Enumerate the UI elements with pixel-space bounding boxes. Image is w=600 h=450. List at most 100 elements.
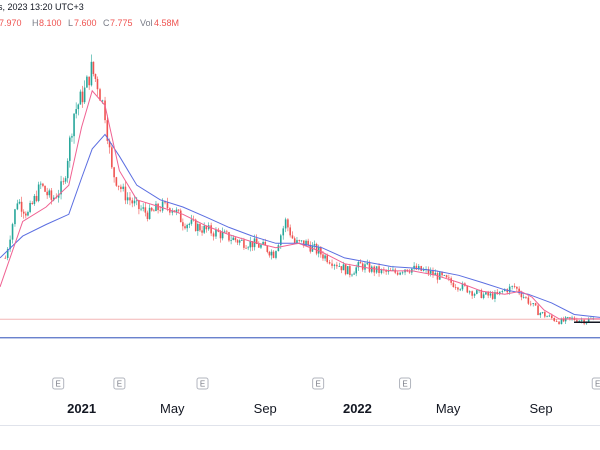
candle-body [243, 240, 245, 248]
earnings-badge[interactable] [399, 377, 412, 390]
candle-body [396, 272, 399, 275]
candle-body [270, 251, 273, 256]
candle-body [471, 291, 473, 296]
candle-body [569, 317, 571, 319]
candle-body [438, 272, 441, 280]
candle-body [255, 238, 258, 244]
candle-body [188, 223, 191, 225]
candle-body [578, 320, 581, 323]
candle-body [328, 262, 331, 264]
candle-body [452, 282, 455, 288]
earnings-marker[interactable]: E [312, 377, 325, 390]
candle-body [293, 238, 296, 244]
candle-body [164, 201, 166, 203]
candle-body [489, 293, 492, 296]
candle-body [336, 264, 338, 267]
candle-body [117, 185, 120, 187]
candle-body [126, 197, 129, 201]
candle-body [124, 186, 127, 201]
candle-body [81, 91, 84, 103]
candle-body [476, 290, 478, 294]
earnings-badge[interactable] [591, 377, 600, 390]
candle-body [320, 247, 322, 255]
earnings-label: E [315, 380, 320, 389]
candle-body [529, 303, 532, 305]
candle-body [129, 197, 131, 201]
earnings-badge[interactable] [312, 377, 325, 390]
candle-body [571, 317, 573, 319]
legend-volume-label: Vol [140, 18, 153, 28]
earnings-label: E [56, 380, 61, 389]
candle-body [203, 225, 205, 233]
earnings-badge[interactable] [113, 377, 126, 390]
candle-body [215, 229, 217, 237]
earnings-marker[interactable]: E [52, 377, 65, 390]
candle-body [199, 224, 201, 231]
candle-body [305, 240, 307, 246]
earnings-marker[interactable]: E [113, 377, 126, 390]
candle-body [122, 186, 124, 190]
candle-body [44, 185, 46, 192]
earnings-badge[interactable] [196, 377, 209, 390]
candle-body [344, 264, 347, 275]
candle-body [539, 312, 542, 316]
candle-body [333, 264, 336, 266]
candle-body [562, 318, 565, 322]
candle-body [221, 231, 224, 239]
candle-body [280, 235, 282, 246]
tick-label: Sep [529, 401, 552, 416]
candle-body [35, 195, 38, 201]
candle-body [480, 289, 483, 299]
legend-close-label: C [103, 18, 110, 28]
candle-body [184, 226, 186, 229]
candle-body [9, 239, 11, 250]
candle-body [296, 240, 298, 244]
candle-body [138, 200, 140, 210]
candle-body [307, 240, 309, 245]
candle-body [212, 233, 215, 237]
candle-body [266, 245, 269, 252]
candle-body [366, 263, 369, 265]
candle-body [99, 89, 101, 101]
tick-label: May [436, 401, 461, 416]
candle-body [420, 266, 423, 271]
candle-body [309, 244, 312, 252]
earnings-badge[interactable] [52, 377, 65, 390]
candle-body [53, 197, 55, 200]
earnings-marker[interactable]: E [591, 377, 600, 390]
candle-body [223, 231, 226, 233]
candle-body [277, 245, 280, 252]
candle-body [83, 87, 86, 103]
candle-body [29, 202, 31, 213]
candle-body [459, 289, 462, 291]
earnings-marker[interactable]: E [196, 377, 209, 390]
candle-body [555, 320, 558, 322]
candle-body [513, 285, 516, 287]
candle-body [427, 269, 430, 274]
candle-body [161, 201, 164, 211]
candle-body [355, 267, 358, 274]
candle-body [576, 320, 578, 323]
candle-body [18, 201, 21, 204]
earnings-marker[interactable]: E [399, 377, 412, 390]
candle-body [284, 219, 287, 229]
candle-body [315, 244, 318, 254]
candle-body [142, 207, 144, 209]
candle-body [14, 209, 16, 225]
candle-body [553, 317, 556, 321]
candle-body [150, 207, 153, 211]
candle-body [282, 228, 285, 236]
candle-body [532, 303, 534, 304]
ma-short-line [0, 89, 600, 320]
candle-body [454, 287, 457, 288]
candle-body [219, 231, 222, 239]
candle-body [232, 237, 235, 241]
candle-body [16, 203, 19, 210]
earnings-label: E [402, 380, 407, 389]
candle-body [251, 241, 254, 248]
candle-body [86, 76, 88, 88]
candle-body [153, 210, 155, 212]
candle-body [351, 274, 353, 276]
